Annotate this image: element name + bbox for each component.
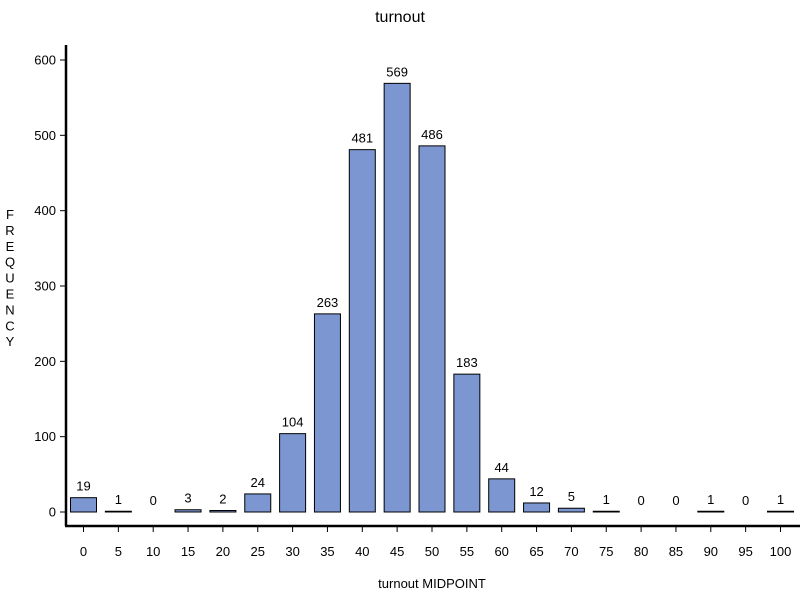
bar-data-label: 24	[251, 475, 265, 490]
y-tick-label: 500	[34, 128, 56, 143]
bar	[348, 149, 376, 513]
bar-data-label: 0	[742, 493, 749, 508]
x-tick-label: 5	[115, 544, 122, 559]
bar-data-label: 2	[219, 491, 226, 506]
x-tick-label: 65	[529, 544, 543, 559]
x-tick-label: 0	[80, 544, 87, 559]
bar-data-label: 183	[456, 355, 478, 370]
bar-data-label: 0	[637, 493, 644, 508]
x-tick-label: 80	[634, 544, 648, 559]
x-tick-label: 50	[425, 544, 439, 559]
bar	[70, 497, 97, 513]
x-tick-label: 35	[320, 544, 334, 559]
x-tick-label: 40	[355, 544, 369, 559]
bar-data-label: 5	[568, 489, 575, 504]
bar	[383, 82, 411, 513]
bar-data-label: 1	[777, 492, 784, 507]
x-tick-label: 75	[599, 544, 613, 559]
bar-data-label: 486	[421, 127, 443, 142]
x-axis-label: turnout MIDPOINT	[378, 576, 486, 591]
bar	[418, 145, 446, 513]
x-tick-label: 30	[285, 544, 299, 559]
bar-data-label: 0	[672, 493, 679, 508]
x-tick-label: 25	[251, 544, 265, 559]
x-tick-label: 100	[770, 544, 792, 559]
x-tick-label: 20	[216, 544, 230, 559]
bar	[592, 510, 620, 513]
y-tick-label: 600	[34, 53, 56, 68]
bar-data-label: 104	[282, 415, 304, 430]
x-tick-label: 10	[146, 544, 160, 559]
x-tick-label: 70	[564, 544, 578, 559]
bar	[244, 493, 272, 513]
bar	[523, 502, 551, 513]
bar	[453, 373, 481, 513]
bar-data-label: 569	[386, 64, 408, 79]
bar-data-label: 44	[494, 460, 508, 475]
y-tick-label: 0	[49, 505, 56, 520]
x-tick-label: 45	[390, 544, 404, 559]
bar	[697, 510, 725, 513]
y-axis-ticks: 0 100 200 300 400 500 600	[34, 53, 66, 520]
bar	[104, 510, 132, 513]
x-tick-label: 90	[704, 544, 718, 559]
x-tick-label: 85	[669, 544, 683, 559]
bar-data-label: 1	[707, 492, 714, 507]
bar	[279, 433, 307, 513]
bar-data-label: 19	[76, 479, 90, 494]
bars	[70, 82, 794, 513]
y-tick-label: 100	[34, 429, 56, 444]
bar	[557, 507, 585, 513]
x-tick-label: 15	[181, 544, 195, 559]
y-tick-label: 400	[34, 203, 56, 218]
bar-data-labels: 19 1 0 3 2 24 104 263 481 569 486 183 44 12 5 1 0 0 1 0 1	[76, 64, 784, 508]
x-tick-label: 60	[494, 544, 508, 559]
bar-data-label: 3	[184, 491, 191, 506]
bar	[488, 478, 516, 513]
x-tick-label: 95	[738, 544, 752, 559]
y-tick-label: 200	[34, 354, 56, 369]
bar	[174, 509, 202, 513]
y-tick-label: 300	[34, 279, 56, 294]
bar-data-label: 1	[115, 492, 122, 507]
bar	[767, 510, 794, 513]
bar	[313, 313, 341, 513]
bar	[209, 509, 237, 513]
bar-data-label: 12	[529, 484, 543, 499]
bar-data-label: 481	[351, 131, 373, 146]
x-tick-label: 55	[460, 544, 474, 559]
bar-data-label: 263	[317, 295, 339, 310]
x-axis-ticks: 0 5 10 15 20 25 30 35 40 45 50 55 60 65 70 75 80 85 90 95 10…	[80, 526, 791, 559]
chart-title: turnout	[375, 9, 425, 26]
bar-data-label: 0	[150, 493, 157, 508]
bar-data-label: 1	[603, 492, 610, 507]
